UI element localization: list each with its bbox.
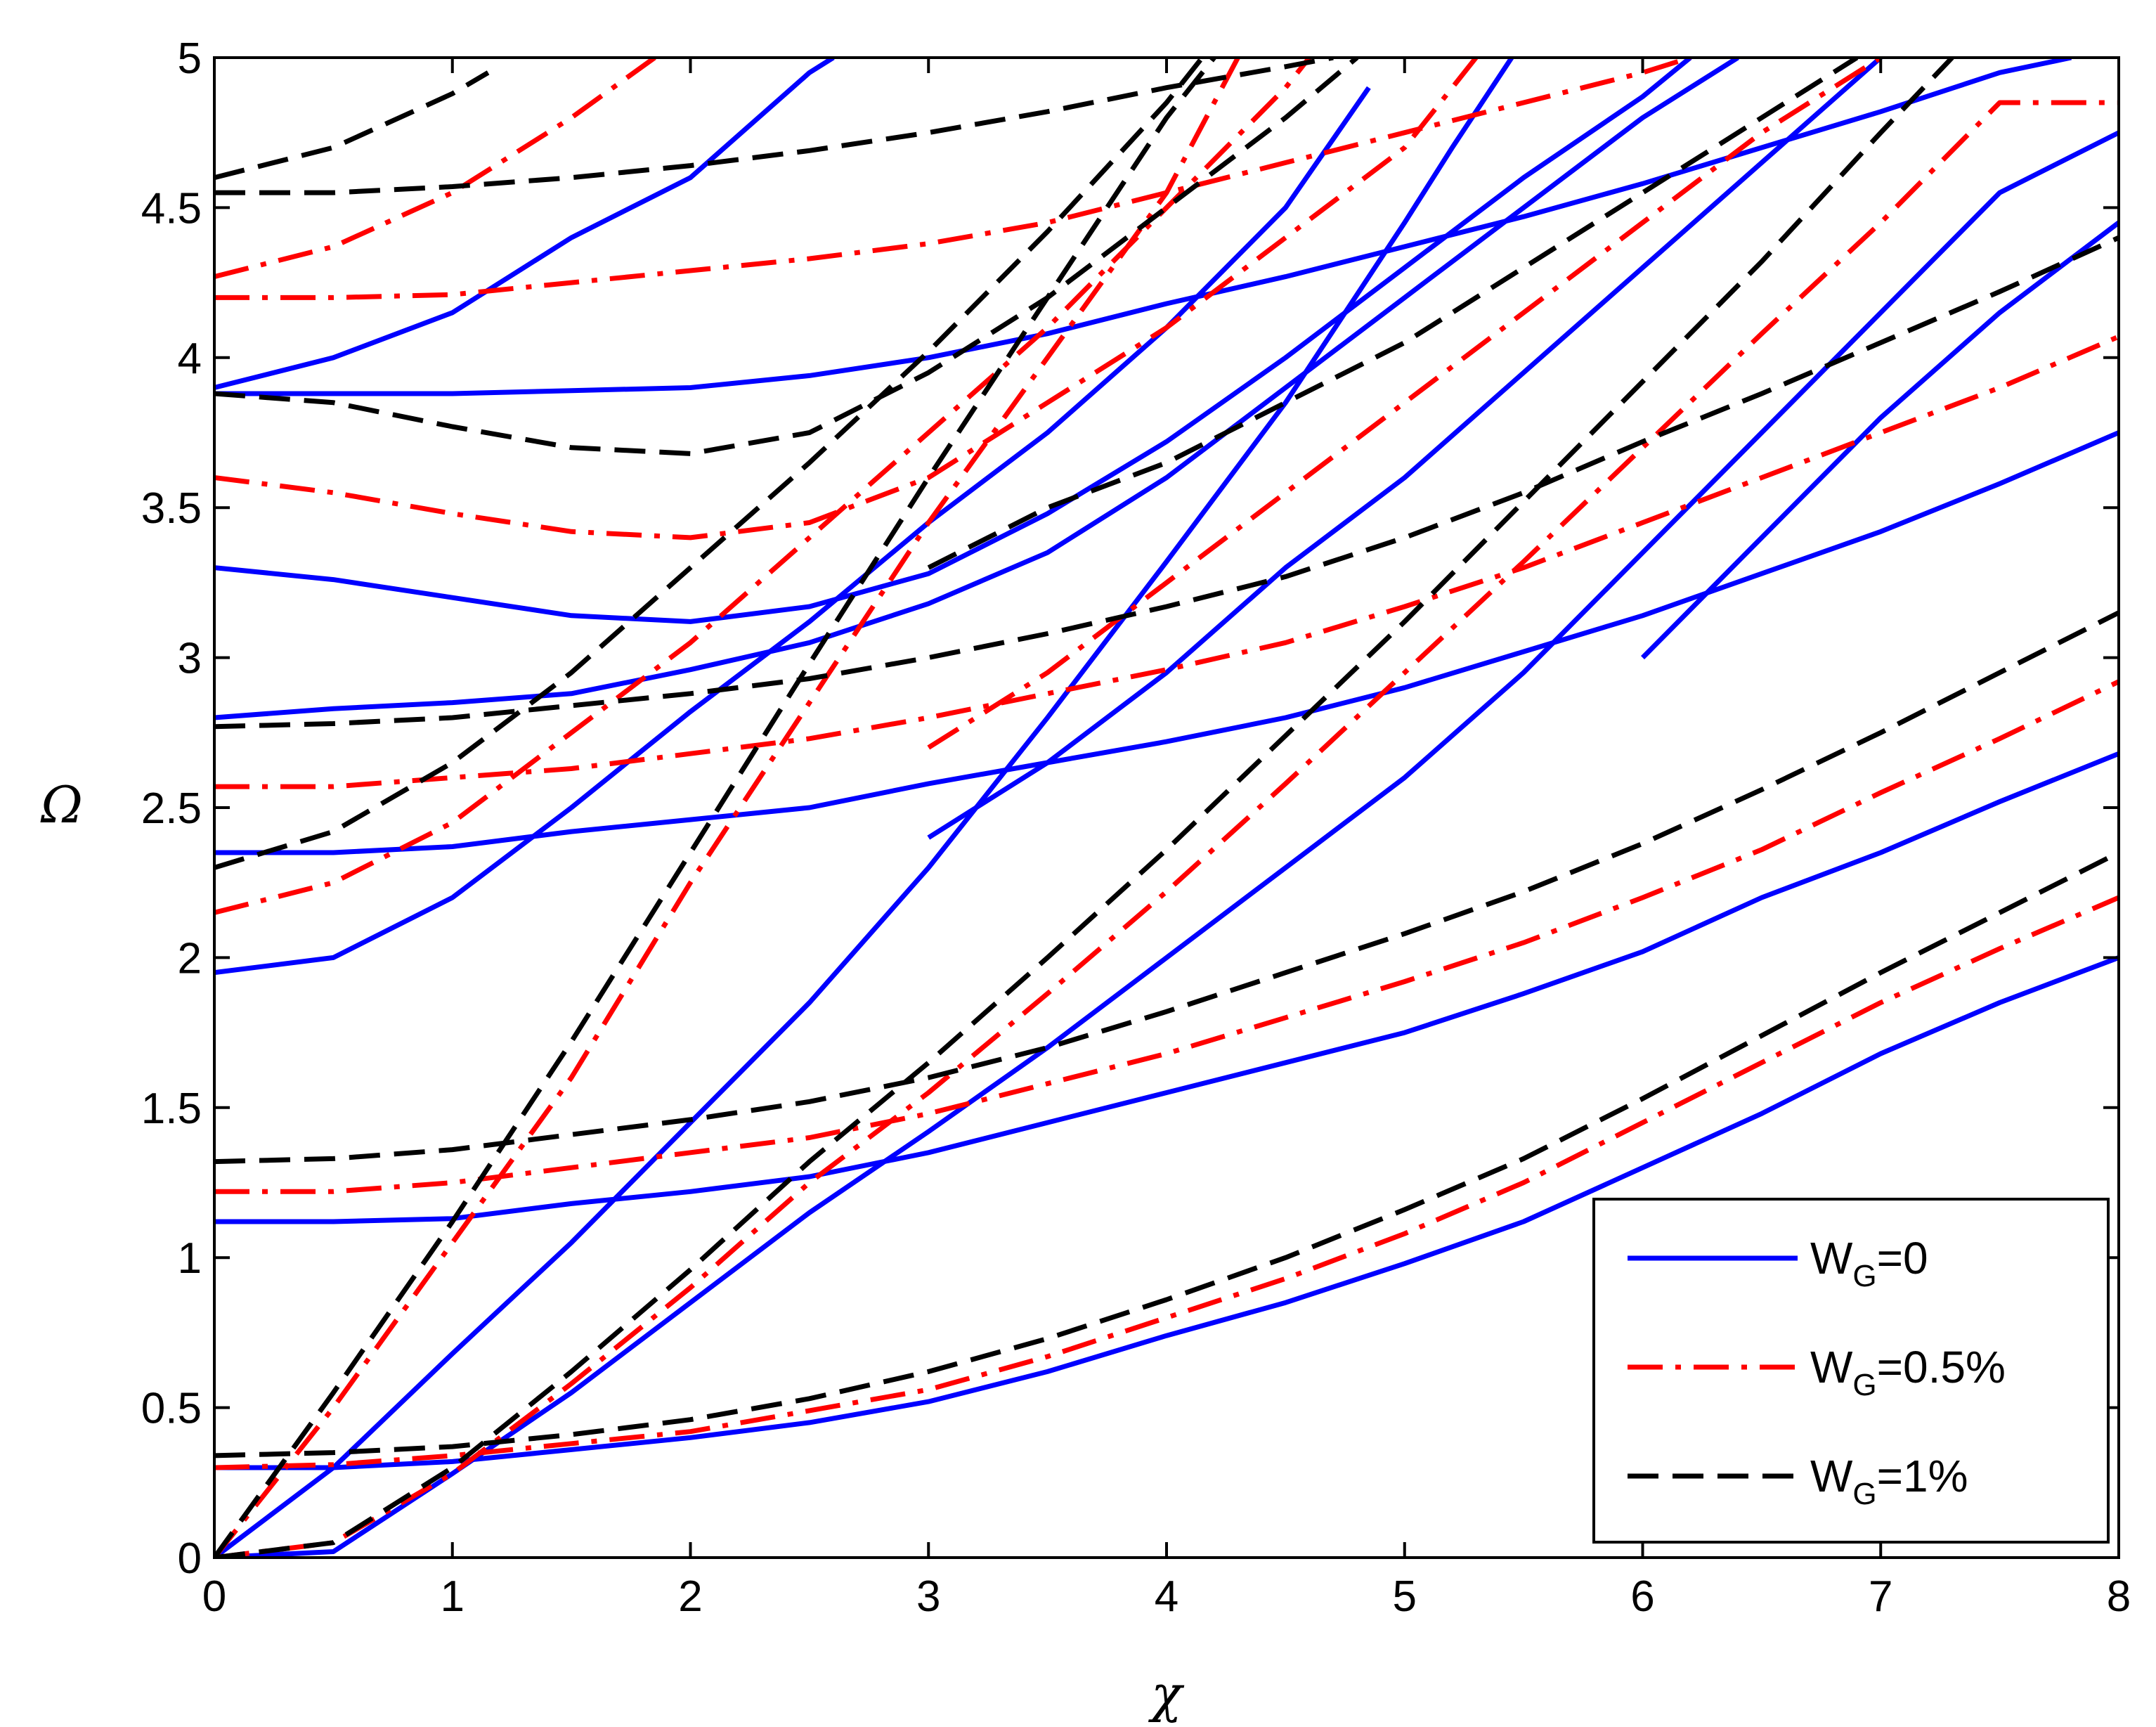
series-1-curve-3 (214, 955, 2119, 1470)
series-3-curve-3 (214, 850, 2119, 1458)
series-2-curve-3 (214, 895, 2119, 1470)
x-tick-label: 4 (1155, 1572, 1178, 1621)
series-3-curve-4 (214, 610, 2119, 1165)
y-tick-label: 4.5 (141, 184, 202, 233)
series-2-curve-4 (214, 679, 2119, 1194)
x-tick-label: 1 (441, 1572, 465, 1621)
legend-label: WG=1% (1810, 1451, 1968, 1511)
y-axis-label: Ω (40, 775, 83, 834)
series-2-curve-1 (214, 58, 1240, 1558)
series-1 (214, 58, 2119, 1558)
series-3-curve-10 (927, 58, 1859, 570)
x-tick-label: 3 (916, 1572, 940, 1621)
series-2-curve-2 (214, 100, 2119, 1558)
legend-entry-2: WG=0.5% (1628, 1342, 2006, 1402)
series-1-curve-9 (214, 58, 835, 390)
series-3-curve-8 (214, 58, 1334, 195)
series-1-curve-8 (214, 58, 2072, 396)
axes-layer: 0 1 2 3 4 5 6 7 8 0 0.5 1 1.5 2 2.5 3 3.5 4 4.5 5 (141, 34, 2131, 1621)
x-tick-label: 2 (678, 1572, 702, 1621)
y-tick-label: 1 (178, 1234, 202, 1283)
series-2-curve-5 (214, 58, 1311, 915)
series-layer (214, 58, 2119, 1558)
y-tick-label: 0.5 (141, 1385, 202, 1433)
y-tick-label: 3 (178, 635, 202, 683)
legend-entry-3: WG=1% (1628, 1451, 1968, 1511)
series-2 (214, 58, 2119, 1558)
series-1-curve-1 (214, 58, 1514, 1558)
x-tick-label: 7 (1869, 1572, 1892, 1621)
y-tick-label: 1.5 (141, 1085, 202, 1133)
series-3-curve-6 (214, 235, 2119, 730)
x-tick-label: 0 (202, 1572, 226, 1621)
series-1-curve-10 (214, 58, 1739, 720)
y-tick-label: 5 (178, 34, 202, 83)
series-1-curve-2 (214, 130, 2119, 1558)
series-1-curve-6 (214, 430, 2119, 855)
y-tick-label: 0 (178, 1534, 202, 1583)
series-1-curve-11 (927, 58, 1883, 840)
legend-label: WG=0.5% (1810, 1342, 2006, 1402)
series-2-curve-7 (214, 58, 1479, 541)
y-tick-label: 4 (178, 335, 202, 383)
y-tick-label: 3.5 (141, 484, 202, 533)
series-3-curve-7 (214, 58, 1359, 456)
series-2-curve-8 (214, 58, 1691, 300)
series-3-curve-1 (214, 58, 1216, 1558)
x-tick-label: 6 (1630, 1572, 1654, 1621)
series-3-curve-2 (214, 58, 1954, 1558)
series-2-curve-9 (214, 58, 656, 279)
y-tick-label: 2.5 (141, 784, 202, 833)
x-axis-label: χ (1148, 1664, 1185, 1723)
series-3 (214, 58, 2119, 1558)
legend-label: WG=0 (1810, 1233, 1928, 1293)
legend-entry-1: WG=0 (1628, 1233, 1928, 1293)
series-1-curve-12 (1641, 220, 2119, 660)
x-tick-label: 8 (2107, 1572, 2131, 1621)
series-1-curve-4 (214, 751, 2119, 1224)
series-3-curve-9 (214, 70, 490, 181)
series-1-curve-5 (214, 86, 1371, 976)
y-tick-label: 2 (178, 934, 202, 983)
legend: WG=0 WG=0.5% WG=1% (1592, 1198, 2110, 1544)
x-tick-label: 5 (1393, 1572, 1417, 1621)
series-1-curve-7 (214, 58, 1692, 624)
series-3-curve-5 (214, 58, 1204, 870)
